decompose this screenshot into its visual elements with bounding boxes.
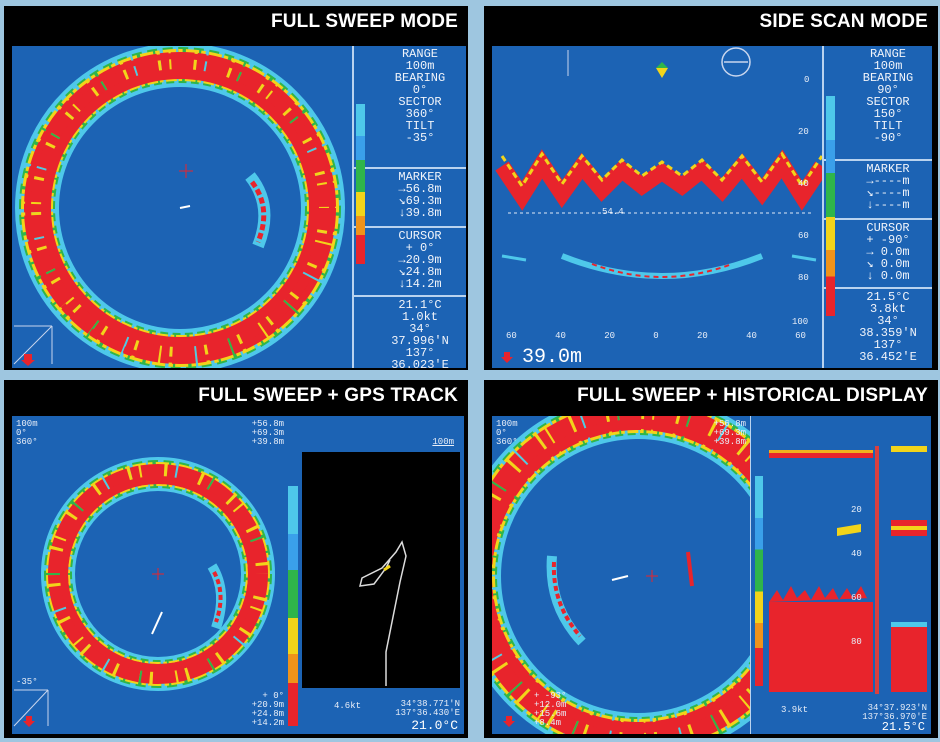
marker-block: MARKER →56.8m ↘69.3m ↓39.8m (354, 169, 466, 228)
x-tick: 40 (746, 331, 757, 341)
info-sidebar: RANGE 100m BEARING 0° SECTOR 360° TILT -… (352, 46, 466, 370)
gps-track-line (359, 540, 407, 686)
vessel-icon (656, 68, 668, 78)
heading-dial-icon (721, 47, 751, 77)
north-arrow-icon (21, 354, 35, 366)
north-arrow-icon (503, 716, 515, 727)
north-arrow-icon (23, 716, 35, 727)
cursor-block: CURSOR + -90° → 0.0m ↘ 0.0m ↓ 0.0m (824, 220, 932, 289)
x-tick: 60 (506, 331, 517, 341)
sweep-echo-ring (13, 46, 345, 368)
echo-color-scale (755, 476, 763, 686)
gps-track-pane: 100m 4.6kt 34°38.771'N 137°36.430'E 21.0… (288, 416, 464, 734)
range-axis: 60 40 20 0 20 40 60 (506, 332, 806, 341)
track-plot[interactable] (302, 452, 460, 688)
y-tick: 40 (798, 179, 809, 189)
sweep-echo-ring (492, 416, 750, 734)
full-sweep-panel: FULL SWEEP MODE (4, 6, 468, 370)
echo-color-scale (356, 104, 365, 264)
y-tick: 0 (804, 75, 810, 85)
vessel-marker (611, 575, 629, 581)
gps-track-panel: FULL SWEEP + GPS TRACK 100m 0° (4, 380, 468, 738)
x-tick: 40 (555, 331, 566, 341)
x-tick: 60 (795, 331, 806, 341)
sweep-echo-ring (13, 457, 275, 727)
x-tick: 20 (696, 331, 708, 341)
historical-echo-graphic (769, 446, 927, 694)
y-tick: 80 (798, 273, 809, 283)
sonar-sweep-display[interactable] (12, 46, 352, 368)
tilt-readout: -35° (16, 677, 38, 687)
echo-color-scale (826, 96, 835, 316)
y-tick: 20 (798, 127, 809, 137)
panel-title: FULL SWEEP MODE (270, 11, 458, 32)
y-tick: 80 (851, 637, 862, 647)
historical-echo-pane[interactable]: 20 40 60 80 3.9kt 34°37.923'N 137°36.970… (750, 416, 931, 734)
range-block: RANGE 100m BEARING 90° SECTOR 150° TILT … (824, 46, 932, 161)
environment-block: 21.5°C 3.8kt 34° 38.359'N 137° 36.452'E (859, 290, 917, 364)
position-readout: 34°37.923'N 137°36.970'E (862, 703, 927, 722)
y-tick: 100 (792, 317, 809, 327)
vessel-marker (151, 611, 163, 635)
range-readout: 100m 0° 360° (496, 419, 518, 447)
y-tick: 60 (798, 231, 809, 241)
north-arrow-icon (501, 352, 513, 363)
temperature-readout: 21.5°C (881, 720, 925, 734)
range-readout: 100m 0° 360° (16, 419, 38, 447)
temperature-readout: 21.0°C (411, 718, 458, 733)
side-scan-graphic (495, 47, 822, 363)
y-tick: 60 (851, 593, 862, 603)
side-scan-display[interactable]: 54.4 39.0m 60 40 20 0 20 40 60 0 20 40 6… (492, 46, 822, 369)
depth-readout: 39.0m (522, 346, 583, 369)
speed-readout: 4.6kt (334, 701, 362, 711)
vessel-marker (179, 205, 191, 209)
panel-title: FULL SWEEP + GPS TRACK (198, 385, 458, 406)
marker-readout: +56.8m +69.3m +39.8m (251, 419, 284, 447)
echo-color-scale (288, 486, 298, 726)
panel-title: SIDE SCAN MODE (759, 11, 928, 32)
depth-line-label: 54.4 (602, 207, 624, 217)
cursor-readout: + -93° +12.0m +15.6m +8.4m (534, 691, 567, 728)
marker-block: MARKER →----m ↘----m ↓----m (824, 161, 932, 220)
cursor-block: CURSOR + 0° →20.9m ↘24.8m ↓14.2m (354, 228, 466, 297)
sonar-sweep-display[interactable]: 100m 0° 360° +56.8m +69.3m +39.8m -35° +… (12, 416, 288, 734)
y-tick: 20 (851, 505, 862, 515)
panel-title: FULL SWEEP + HISTORICAL DISPLAY (577, 385, 928, 406)
x-tick: 20 (604, 331, 615, 341)
position-readout: 34°38.771'N 137°36.430'E (395, 699, 460, 718)
y-tick: 40 (851, 549, 862, 559)
info-sidebar: RANGE 100m BEARING 90° SECTOR 150° TILT … (822, 46, 932, 368)
marker-readout: +56.8m +69.3m +39.8m (713, 419, 746, 447)
cursor-readout: + 0° +20.9m +24.8m +14.2m (251, 691, 284, 728)
side-scan-panel: SIDE SCAN MODE 54.4 39.0m 60 40 (484, 6, 938, 370)
x-tick: 0 (653, 331, 659, 341)
historical-panel: FULL SWEEP + HISTORICAL DISPLAY 100m 0° … (484, 380, 938, 738)
range-block: RANGE 100m BEARING 0° SECTOR 360° TILT -… (354, 46, 466, 169)
sonar-sweep-display[interactable]: 100m 0° 360° +56.8m +69.3m +39.8m + -93°… (492, 416, 750, 734)
speed-readout: 3.9kt (781, 705, 809, 715)
track-scale: 100m (432, 437, 454, 447)
environment-block: 21.1°C 1.0kt 34° 37.996'N 137° 36.023'E (391, 298, 449, 370)
